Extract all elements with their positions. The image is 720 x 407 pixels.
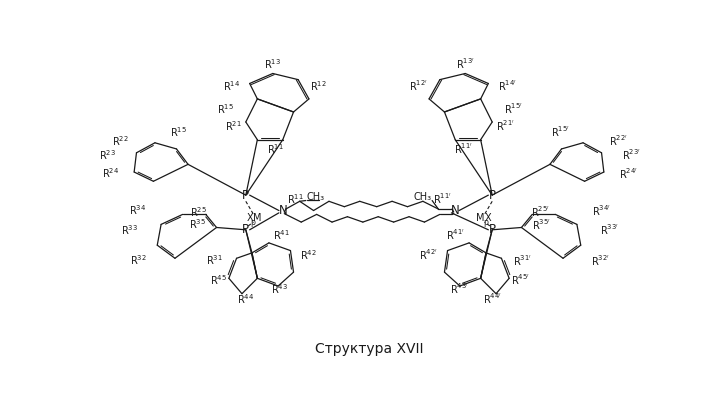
Text: R$^{35'}$: R$^{35'}$ (532, 217, 551, 232)
Text: P: P (489, 223, 495, 236)
Text: R$^{12'}$: R$^{12'}$ (410, 79, 428, 93)
Text: R$^{15}$: R$^{15}$ (169, 125, 186, 139)
Text: R$^{14}$: R$^{14}$ (223, 79, 240, 93)
Text: P: P (243, 188, 249, 201)
Text: R$^{42'}$: R$^{42'}$ (420, 248, 438, 263)
Text: R$^{43}$: R$^{43}$ (271, 282, 288, 296)
Text: P: P (489, 188, 495, 201)
Text: CH₃: CH₃ (306, 192, 324, 202)
Text: R$^{32}$: R$^{32}$ (130, 254, 148, 267)
Text: R$^{32'}$: R$^{32'}$ (590, 253, 610, 268)
Text: CH₃: CH₃ (414, 192, 432, 202)
Text: R$^{21'}$: R$^{21'}$ (496, 118, 515, 133)
Text: R$^{33}$: R$^{33}$ (121, 223, 138, 237)
Text: R$^{15'}$: R$^{15'}$ (551, 125, 570, 139)
Text: R$^{24'}$: R$^{24'}$ (619, 166, 638, 181)
Text: P: P (243, 223, 249, 236)
Text: R$^{22'}$: R$^{22'}$ (609, 134, 628, 149)
Text: Структура XVII: Структура XVII (315, 342, 423, 356)
Text: p: p (483, 218, 487, 227)
Text: R$^{24}$: R$^{24}$ (102, 167, 119, 180)
Text: R$^{11'}$: R$^{11'}$ (433, 192, 452, 206)
Text: R$^{22}$: R$^{22}$ (112, 134, 129, 148)
Text: N: N (279, 204, 287, 217)
Text: R$^{35}$: R$^{35}$ (189, 217, 206, 231)
Text: R$^{14'}$: R$^{14'}$ (498, 79, 516, 93)
Text: R$^{43'}$: R$^{43'}$ (450, 282, 469, 296)
Text: R$^{13}$: R$^{13}$ (264, 57, 282, 71)
Text: R$^{23}$: R$^{23}$ (99, 148, 117, 162)
Text: R$^{42}$: R$^{42}$ (300, 248, 317, 262)
Text: M: M (477, 213, 485, 223)
Text: M: M (253, 213, 261, 223)
Text: R$^{45}$: R$^{45}$ (210, 273, 227, 287)
Text: R$^{23'}$: R$^{23'}$ (621, 148, 641, 162)
Text: p: p (251, 218, 255, 227)
Text: R$^{44}$: R$^{44}$ (237, 292, 254, 306)
Text: R$^{21}$: R$^{21}$ (225, 119, 242, 133)
Text: R$^{31}$: R$^{31}$ (206, 254, 222, 267)
Text: R$^{41}$: R$^{41}$ (273, 228, 289, 242)
Text: R$^{31'}$: R$^{31'}$ (513, 253, 532, 268)
Text: N: N (451, 204, 459, 217)
Text: R$^{25}$: R$^{25}$ (190, 205, 207, 219)
Text: R$^{34}$: R$^{34}$ (128, 204, 145, 217)
Text: R$^{25'}$: R$^{25'}$ (531, 205, 549, 219)
Text: R$^{15}$: R$^{15}$ (217, 102, 234, 116)
Text: R$^{11'}$: R$^{11'}$ (454, 142, 472, 156)
Text: X: X (246, 213, 253, 223)
Text: R$^{33'}$: R$^{33'}$ (600, 223, 619, 237)
Text: R$^{13'}$: R$^{13'}$ (456, 57, 474, 72)
Text: R$^{12}$: R$^{12}$ (310, 79, 326, 93)
Text: R$^{41'}$: R$^{41'}$ (446, 228, 465, 243)
Text: R$^{44'}$: R$^{44'}$ (482, 292, 502, 306)
Text: R$^{45'}$: R$^{45'}$ (511, 273, 531, 287)
Text: R$^{34'}$: R$^{34'}$ (593, 204, 611, 218)
Text: R$^{15'}$: R$^{15'}$ (504, 102, 523, 116)
Text: R$^{11}$: R$^{11}$ (267, 142, 284, 156)
Text: X: X (485, 213, 492, 223)
Text: R$^{11}$: R$^{11}$ (287, 192, 304, 206)
